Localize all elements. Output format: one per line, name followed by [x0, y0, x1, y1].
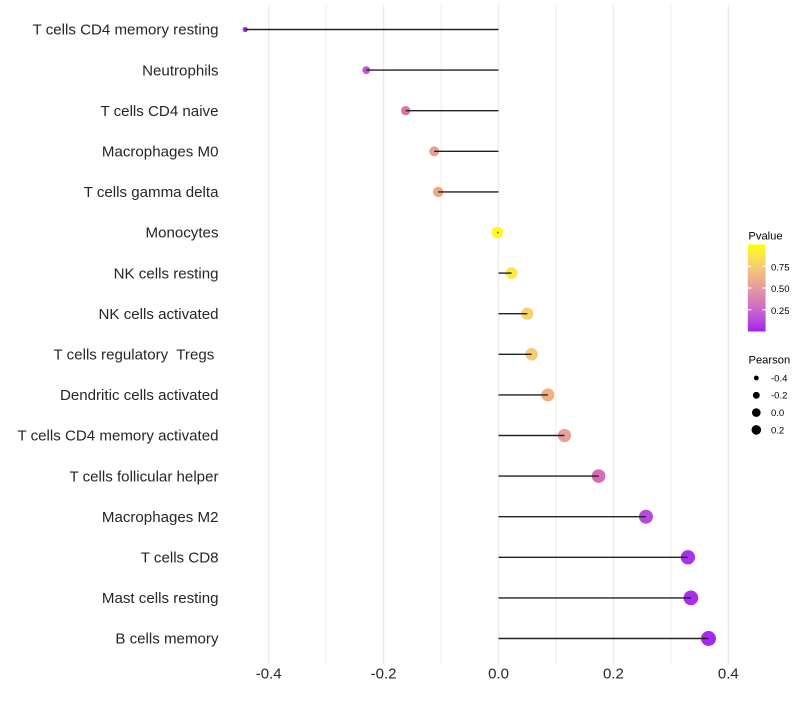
svg-text:T cells CD4 memory resting: T cells CD4 memory resting — [33, 22, 219, 39]
svg-text:T cells gamma delta: T cells gamma delta — [84, 184, 219, 201]
svg-text:0.2: 0.2 — [603, 666, 624, 683]
svg-text:T cells CD4 memory activated: T cells CD4 memory activated — [17, 428, 218, 445]
svg-text:B cells memory: B cells memory — [115, 631, 219, 648]
svg-text:-0.2: -0.2 — [371, 666, 397, 683]
svg-text:Pearson: Pearson — [749, 354, 791, 366]
svg-text:Monocytes: Monocytes — [146, 225, 219, 242]
svg-text:T cells follicular helper: T cells follicular helper — [69, 468, 218, 485]
svg-text:0.4: 0.4 — [718, 666, 739, 683]
svg-text:0.25: 0.25 — [771, 306, 790, 317]
svg-text:Neutrophils: Neutrophils — [142, 62, 218, 79]
svg-text:T cells CD4 naive: T cells CD4 naive — [100, 103, 218, 120]
svg-text:Macrophages M0: Macrophages M0 — [102, 144, 219, 161]
svg-text:0.50: 0.50 — [771, 284, 790, 295]
svg-text:Macrophages M2: Macrophages M2 — [102, 509, 219, 526]
svg-text:0.0: 0.0 — [488, 666, 509, 683]
svg-text:T cells regulatory Tregs: T cells regulatory Tregs — [54, 347, 219, 364]
svg-text:Mast cells resting: Mast cells resting — [102, 590, 219, 607]
svg-text:NK cells activated: NK cells activated — [99, 306, 219, 323]
svg-text:0.0: 0.0 — [771, 408, 784, 419]
svg-text:NK cells resting: NK cells resting — [114, 265, 219, 282]
svg-text:Pvalue: Pvalue — [748, 230, 782, 242]
svg-text:-0.4: -0.4 — [771, 373, 787, 384]
svg-text:T cells CD8: T cells CD8 — [141, 550, 219, 567]
svg-text:0.2: 0.2 — [771, 425, 784, 436]
svg-text:0.75: 0.75 — [771, 262, 790, 273]
svg-text:-0.4: -0.4 — [256, 666, 282, 683]
svg-text:-0.2: -0.2 — [771, 391, 787, 402]
svg-text:Dendritic cells activated: Dendritic cells activated — [60, 387, 219, 404]
